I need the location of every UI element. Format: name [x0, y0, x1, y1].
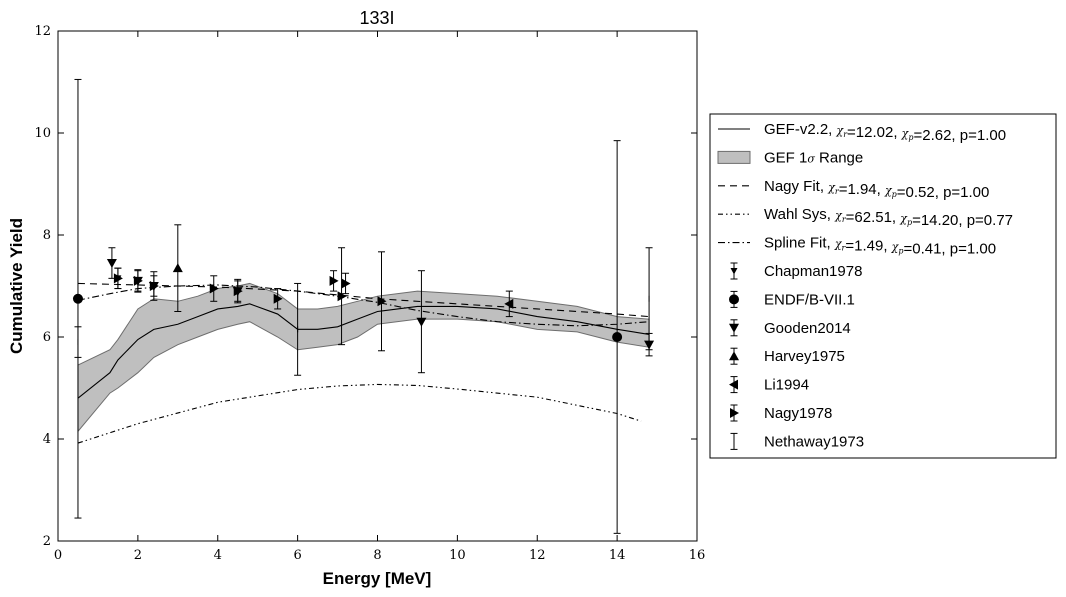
x-tick-label: 16: [689, 548, 706, 563]
legend-label-li1994: Li1994: [764, 377, 809, 394]
y-tick-label: 12: [34, 24, 51, 39]
x-tick-label: 6: [293, 548, 301, 563]
gef-range-band: [77, 282, 650, 433]
legend-handle-gooden2014: [729, 323, 739, 333]
y-tick-label: 8: [43, 228, 51, 243]
data-point-endf-b-vii-1-0: [72, 293, 83, 304]
data-point-harvey1975-0: [172, 263, 183, 273]
data-point-gooden2014-0: [106, 259, 117, 269]
legend-label-nagy-fit: Nagy Fit, χr=1.94, χp=0.52, p=1.00: [764, 178, 989, 201]
data-point-nagy1978-6: [329, 275, 339, 286]
series-line-spline-fit: [77, 284, 650, 327]
series-line-wahl-sys: [77, 383, 642, 444]
data-point-nagy1978-2: [149, 281, 159, 291]
data-point-li1994-0: [504, 298, 514, 309]
x-axis-title: Energy [MeV]: [323, 569, 432, 588]
legend-handle-gef-1-range: [717, 150, 751, 164]
legend-label-wahl-sys: Wahl Sys, χr=62.51, χp=14.20, p=0.77: [764, 206, 1013, 229]
y-tick-label: 6: [43, 330, 51, 345]
x-tick-label: 2: [134, 548, 142, 563]
x-tick-label: 10: [449, 548, 466, 563]
data-point-endf-b-vii-1-1: [612, 332, 623, 342]
legend-label-endf-b-vii-1: ENDF/B-VII.1: [764, 291, 855, 308]
data-point-nagy1978-8: [341, 278, 351, 289]
legend-frame: [709, 113, 1057, 459]
y-tick-label: 10: [34, 126, 51, 141]
data-point-nagy1978-9: [377, 296, 387, 307]
data-point-gooden2014-4: [416, 317, 427, 327]
data-point-nagy1978-4: [233, 286, 243, 297]
legend-handle-li1994: [729, 379, 738, 390]
x-tick-label: 12: [529, 548, 546, 563]
legend-handle-endf-b-vii-1: [729, 294, 739, 305]
legend-handle-nagy1978: [730, 408, 739, 418]
legend-label-nagy1978: Nagy1978: [764, 405, 832, 422]
y-tick-label: 2: [43, 534, 51, 549]
legend-label-gef-1-range: GEF 1σ Range: [764, 149, 863, 166]
legend-handle-harvey1975: [729, 351, 739, 361]
x-tick-label: 0: [54, 548, 62, 563]
x-tick-label: 14: [609, 548, 626, 563]
data-point-nagy1978-1: [133, 275, 143, 286]
x-tick-label: 4: [214, 548, 222, 563]
legend: GEF-v2.2, χr=12.02, χp=2.62, p=1.00 GEF 1…: [709, 113, 1057, 459]
y-tick-label: 4: [43, 432, 51, 447]
legend-label-gooden2014: Gooden2014: [764, 320, 851, 337]
legend-label-chapman1978: Chapman1978: [764, 263, 862, 280]
legend-label-spline-fit: Spline Fit, χr=1.49, χp=0.41, p=1.00: [764, 235, 996, 258]
plot-area: [72, 78, 655, 534]
legend-label-nethaway1973: Nethaway1973: [764, 433, 864, 450]
data-point-nagy1978-5: [273, 293, 283, 304]
y-axis-title: Cumulative Yield: [7, 218, 26, 354]
x-tick-label: 8: [373, 548, 381, 563]
legend-label-harvey1975: Harvey1975: [764, 348, 845, 365]
data-point-nagy1978-0: [113, 273, 123, 284]
chart-title: 133I: [359, 8, 394, 28]
legend-label-gef-v2-2: GEF-v2.2, χr=12.02, χp=2.62, p=1.00: [764, 121, 1006, 144]
data-point-nagy1978-7: [337, 291, 347, 302]
data-point-nagy1978-3: [209, 283, 219, 294]
legend-handle-chapman1978: [730, 268, 738, 275]
